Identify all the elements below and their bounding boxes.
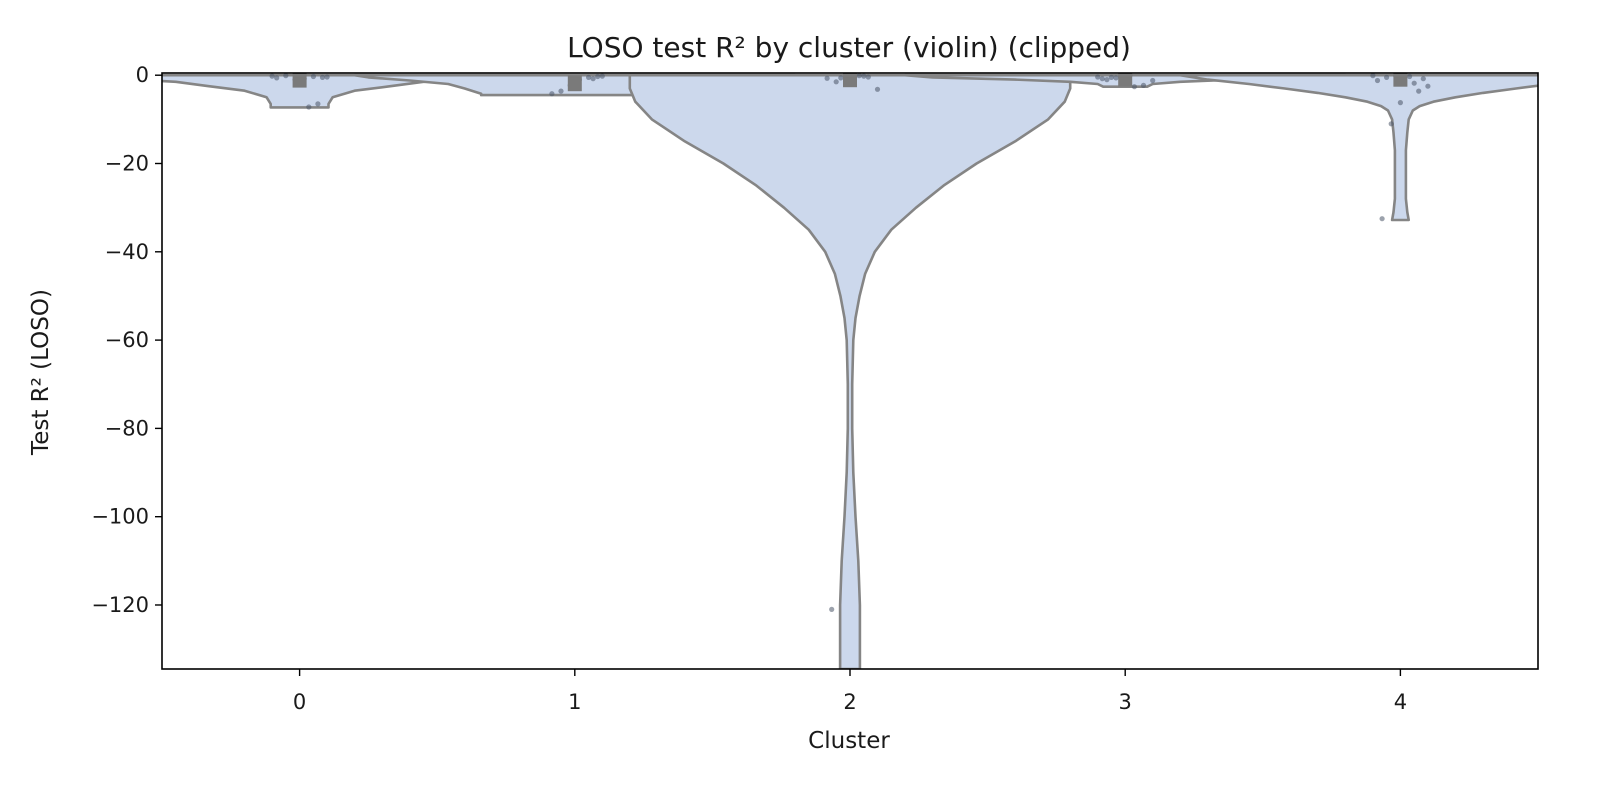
median-marker-cluster-1 [567, 75, 582, 92]
violin-cluster-2 [628, 73, 1072, 669]
data-point [558, 88, 564, 94]
data-point [319, 74, 326, 80]
x-axis-ticks: 0 1 2 3 4 [293, 669, 1407, 714]
data-point [315, 101, 321, 107]
x-tick-label: 1 [568, 690, 581, 714]
data-point [874, 86, 881, 92]
median-marker-cluster-0 [292, 73, 307, 88]
data-point [861, 73, 867, 79]
data-point [1388, 121, 1394, 127]
data-point [1370, 73, 1376, 79]
x-tick-label: 4 [1394, 690, 1407, 714]
medians-layer [292, 73, 1408, 92]
y-tick-label: −120 [91, 593, 149, 617]
data-point [1140, 82, 1147, 88]
x-axis-label: Cluster [808, 728, 890, 754]
data-point [1374, 77, 1381, 84]
data-point [1384, 74, 1390, 80]
data-point [838, 75, 844, 81]
data-point [283, 73, 289, 79]
y-tick-label: 0 [136, 63, 149, 87]
violins-layer [162, 73, 1538, 669]
y-axis-label: Test R² (LOSO) [28, 289, 54, 456]
data-point [590, 76, 596, 82]
chart-title: LOSO test R² by cluster (violin) (clippe… [567, 31, 1131, 64]
data-point [269, 73, 275, 79]
data-point [824, 75, 830, 81]
data-point [274, 75, 280, 81]
y-tick-label: −40 [105, 240, 149, 264]
data-point [1099, 76, 1105, 82]
data-point [1095, 74, 1101, 80]
data-point [1411, 80, 1417, 86]
data-point [865, 74, 871, 80]
data-point [1113, 75, 1119, 81]
data-point [599, 73, 605, 79]
data-point [829, 606, 835, 613]
data-point [1108, 74, 1114, 80]
data-point [856, 73, 862, 79]
data-point [1416, 88, 1422, 94]
x-tick-label: 0 [293, 690, 306, 714]
median-marker-cluster-4 [1393, 73, 1408, 87]
data-point [595, 73, 601, 80]
x-tick-label: 3 [1119, 690, 1132, 714]
data-point [310, 73, 316, 80]
data-point [1420, 76, 1426, 82]
y-tick-label: −60 [105, 328, 149, 352]
data-point [324, 74, 330, 80]
median-marker-cluster-2 [843, 73, 857, 88]
violin-cluster-4 [1178, 73, 1538, 222]
y-tick-label: −20 [105, 152, 149, 176]
data-point [1397, 100, 1403, 106]
data-point [1425, 83, 1431, 89]
median-marker-cluster-3 [1118, 73, 1133, 87]
y-tick-label: −80 [105, 416, 149, 440]
data-point [833, 79, 839, 85]
data-point [1104, 77, 1110, 83]
y-tick-label: −100 [91, 505, 149, 529]
y-axis-ticks: 0 −20 −40 −60 −80 −100 −120 [91, 63, 162, 617]
data-point [1131, 84, 1137, 90]
data-point [1379, 216, 1385, 222]
data-point [549, 91, 555, 97]
data-point [1150, 77, 1156, 84]
x-tick-label: 2 [843, 690, 856, 714]
data-point [1407, 73, 1413, 80]
data-point [306, 104, 312, 110]
data-point [586, 74, 592, 80]
